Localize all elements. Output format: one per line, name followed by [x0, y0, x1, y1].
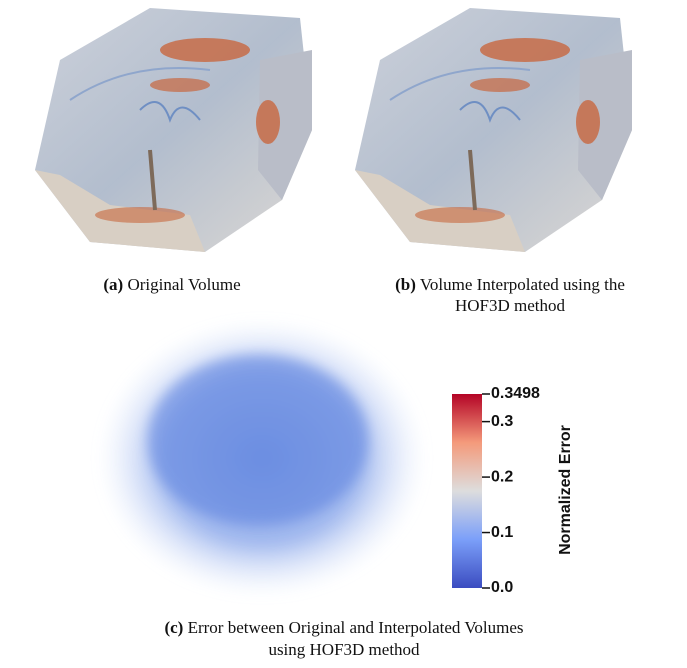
- colorbar-tick-label: 0.3: [491, 413, 513, 430]
- colorbar-tick-label: 0.1: [491, 524, 513, 541]
- caption-label: (b): [395, 275, 416, 294]
- volume-original: [35, 8, 312, 252]
- error-volume: [97, 318, 427, 598]
- caption-label: (a): [103, 275, 123, 294]
- colorbar-tick-label: 0.0: [491, 579, 513, 596]
- caption-c: (c) Error between Original and Interpola…: [164, 618, 523, 637]
- colorbar-ticks: 0.0 0.1 0.2 0.3 0.3498: [482, 385, 540, 596]
- caption-label: (c): [164, 618, 183, 637]
- volume-interpolated: [355, 8, 632, 252]
- caption-text: HOF3D method: [455, 296, 566, 315]
- colorbar-tick-label: 0.2: [491, 468, 513, 485]
- caption-b: (b) Volume Interpolated using the: [395, 275, 625, 294]
- colorbar-tick-label: 0.3498: [491, 385, 540, 402]
- colorbar: [452, 394, 482, 588]
- caption-text: Error between Original and Interpolated …: [188, 618, 524, 637]
- caption-text: Original Volume: [127, 275, 240, 294]
- colorbar-label: Normalized Error: [557, 425, 574, 555]
- caption-text: Volume Interpolated using the: [420, 275, 625, 294]
- figure: (a) Original Volume (b) Volume Interpola…: [0, 0, 687, 668]
- caption-text: using HOF3D method: [268, 640, 420, 659]
- caption-a: (a) Original Volume: [103, 275, 240, 294]
